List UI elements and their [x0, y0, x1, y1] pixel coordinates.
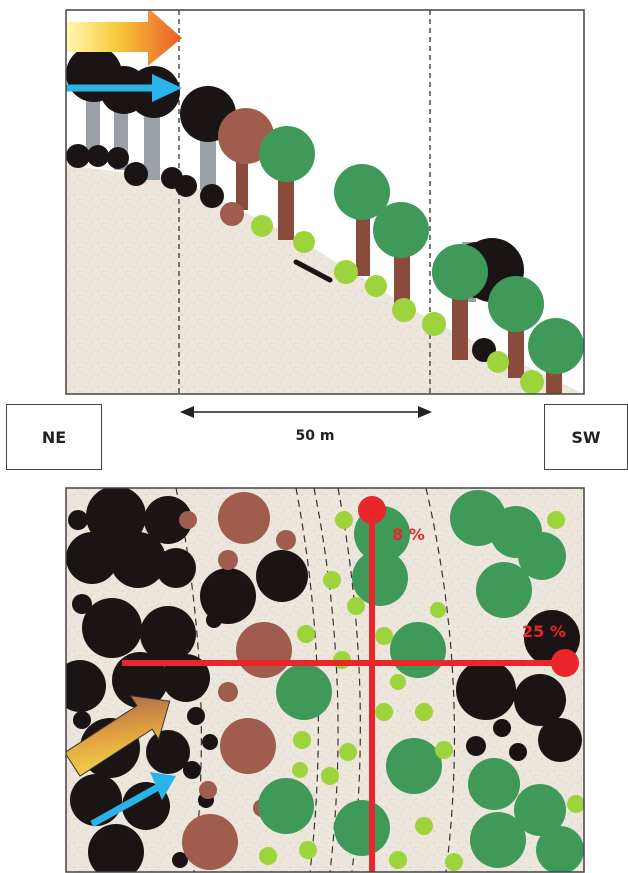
brown-tree-zone: [179, 492, 296, 870]
green-tree-group-top: [259, 126, 584, 394]
sun-arrow: [66, 10, 182, 66]
dark-tree-zone: [66, 488, 308, 872]
wind-arrow-top: [66, 74, 182, 102]
distance-indicator: [180, 406, 432, 418]
slope-label-across: 25 %: [522, 622, 566, 641]
slope-profile-panel: [66, 10, 584, 394]
sun-arrow-plan: [66, 695, 171, 777]
wind-arrow-plan: [90, 772, 176, 828]
direction-label-ne: NE: [6, 404, 102, 470]
slope-marker-top: [358, 496, 386, 524]
slope-cross: [122, 496, 579, 872]
shrubs-top: [251, 215, 544, 394]
slope-label-along: 8 %: [392, 525, 425, 544]
shrub-zone: [259, 511, 584, 871]
plan-view-panel: [66, 488, 584, 872]
direction-label-sw: SW: [544, 404, 628, 470]
plan-view-frame: [65, 487, 585, 873]
fallen-log: [293, 259, 333, 283]
distance-label: 50 m: [295, 428, 335, 444]
slope-profile-frame: [65, 9, 585, 395]
slope-marker-right: [551, 649, 579, 677]
